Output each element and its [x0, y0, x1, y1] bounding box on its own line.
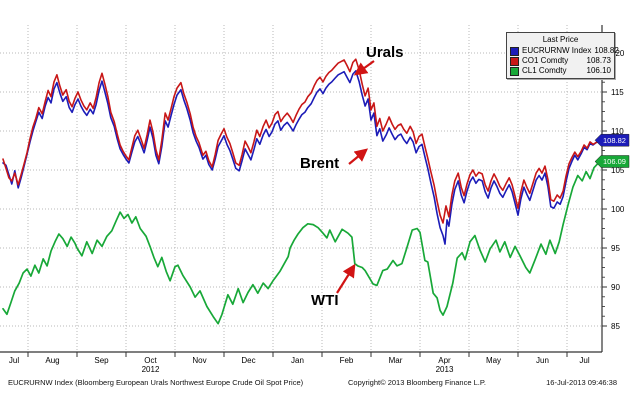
y-tick-label: 90	[611, 283, 620, 292]
x-tick-label: Jul	[579, 356, 589, 365]
legend-swatch-blue	[510, 46, 519, 56]
footer-description: EUCRURNW Index (Bloomberg European Urals…	[8, 378, 304, 387]
legend-label: EUCRURNW Index	[522, 46, 592, 55]
x-tick-label: Mar	[389, 356, 403, 365]
y-tick-label: 105	[611, 166, 625, 175]
urals-arrow-icon	[353, 60, 375, 76]
legend-swatch-red	[510, 56, 519, 66]
legend-value: 106.10	[586, 66, 611, 75]
chart-footer: EUCRURNW Index (Bloomberg European Urals…	[0, 378, 630, 390]
series-line-cl1	[2, 160, 601, 325]
series-lines	[2, 58, 601, 325]
legend-item: EUCRURNW Index 108.82	[510, 46, 619, 56]
legend-title: Last Price	[542, 35, 579, 44]
series-line-co1	[2, 58, 601, 224]
brent-arrow-icon	[348, 148, 369, 165]
annotation-urals: Urals	[366, 44, 404, 61]
x-tick-label: May	[486, 356, 501, 365]
axes	[0, 25, 607, 357]
axis-price-badge: 108.82	[594, 133, 630, 147]
gridlines	[0, 25, 602, 352]
legend-label: CL1 Comdty	[522, 66, 567, 75]
svg-text:106.09: 106.09	[603, 157, 626, 166]
annotation-arrows	[336, 60, 375, 294]
chart-legend: Last Price EUCRURNW Index 108.82 CO1 Com…	[506, 32, 619, 79]
x-year-label: 2013	[436, 365, 454, 374]
footer-timestamp: 16-Jul-2013 09:46:38	[546, 378, 617, 387]
x-tick-label: Feb	[340, 356, 354, 365]
y-tick-label: 95	[611, 244, 620, 253]
y-tick-label: 120	[611, 49, 625, 58]
legend-swatch-green	[510, 66, 519, 76]
wti-arrow-icon	[336, 263, 356, 294]
y-tick-label: 85	[611, 322, 620, 331]
x-tick-label: Nov	[192, 356, 206, 365]
y-tick-label: 115	[611, 88, 624, 97]
x-tick-label: Aug	[45, 356, 59, 365]
x-tick-label: Sep	[94, 356, 109, 365]
y-tick-label: 110	[611, 127, 624, 136]
legend-value: 108.73	[586, 56, 611, 65]
footer-copyright: Copyright© 2013 Bloomberg Finance L.P.	[348, 378, 486, 387]
annotation-wti: WTI	[311, 292, 339, 309]
series-line-eucrurnw	[2, 70, 601, 245]
y-tick-label: 100	[611, 205, 625, 214]
legend-item: CL1 Comdty 106.10	[510, 66, 611, 76]
x-tick-label: Jun	[536, 356, 549, 365]
x-tick-label: Dec	[241, 356, 255, 365]
svg-text:108.82: 108.82	[603, 136, 626, 145]
x-year-label: 2012	[142, 365, 160, 374]
legend-value: 108.82	[594, 46, 619, 55]
legend-label: CO1 Comdty	[522, 56, 569, 65]
annotation-brent: Brent	[300, 155, 340, 172]
axis-price-badge: 106.09	[594, 155, 630, 168]
x-tick-label: Jul	[9, 356, 19, 365]
x-tick-label: Apr	[438, 356, 451, 365]
axis-labels: 85 90 95 100 105 110 115 120 Jul Aug Sep Oct Nov Dec J…	[9, 49, 625, 374]
legend-item: CO1 Comdty 108.73	[510, 56, 611, 66]
x-tick-label: Jan	[291, 356, 304, 365]
x-tick-label: Oct	[144, 356, 157, 365]
